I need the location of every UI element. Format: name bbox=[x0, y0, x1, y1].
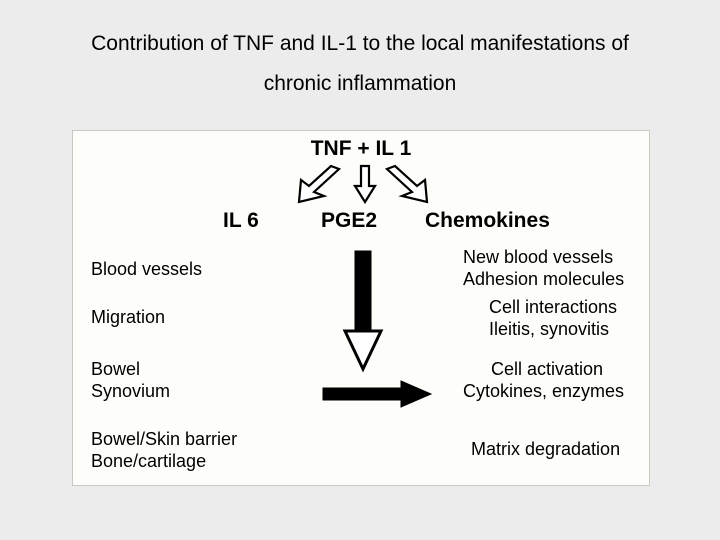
left-bone-cartilage: Bone/cartilage bbox=[91, 451, 206, 472]
right-ileitis-synovitis: Ileitis, synovitis bbox=[489, 319, 609, 340]
arrow-big-down bbox=[343, 251, 383, 371]
slide: Contribution of TNF and IL-1 to the loca… bbox=[0, 0, 720, 540]
left-migration: Migration bbox=[91, 307, 165, 328]
arrow-big-right bbox=[323, 379, 433, 409]
arrow-to-pge2 bbox=[355, 164, 375, 204]
arrow-to-il6 bbox=[293, 164, 353, 204]
right-adhesion-molecules: Adhesion molecules bbox=[463, 269, 624, 290]
left-bowel: Bowel bbox=[91, 359, 140, 380]
right-matrix-degradation: Matrix degradation bbox=[471, 439, 620, 460]
right-cell-activation: Cell activation bbox=[491, 359, 603, 380]
label-tnf-il1: TNF + IL 1 bbox=[73, 137, 649, 161]
right-new-blood-vessels: New blood vessels bbox=[463, 247, 613, 268]
right-cytokines-enzymes: Cytokines, enzymes bbox=[463, 381, 624, 402]
left-blood-vessels: Blood vessels bbox=[91, 259, 202, 280]
title-line-2: chronic inflammation bbox=[264, 72, 457, 95]
label-chemokines: Chemokines bbox=[425, 209, 550, 233]
label-pge2: PGE2 bbox=[321, 209, 377, 233]
label-il6: IL 6 bbox=[223, 209, 259, 233]
right-cell-interactions: Cell interactions bbox=[489, 297, 617, 318]
arrow-to-chemokines bbox=[373, 164, 433, 204]
title-line-1: Contribution of TNF and IL-1 to the loca… bbox=[91, 32, 629, 55]
left-synovium: Synovium bbox=[91, 381, 170, 402]
slide-title: Contribution of TNF and IL-1 to the loca… bbox=[0, 24, 720, 104]
diagram-panel: TNF + IL 1 IL 6 PGE2 Chemokines Blood ve… bbox=[72, 130, 650, 486]
left-bowel-skin: Bowel/Skin barrier bbox=[91, 429, 237, 450]
